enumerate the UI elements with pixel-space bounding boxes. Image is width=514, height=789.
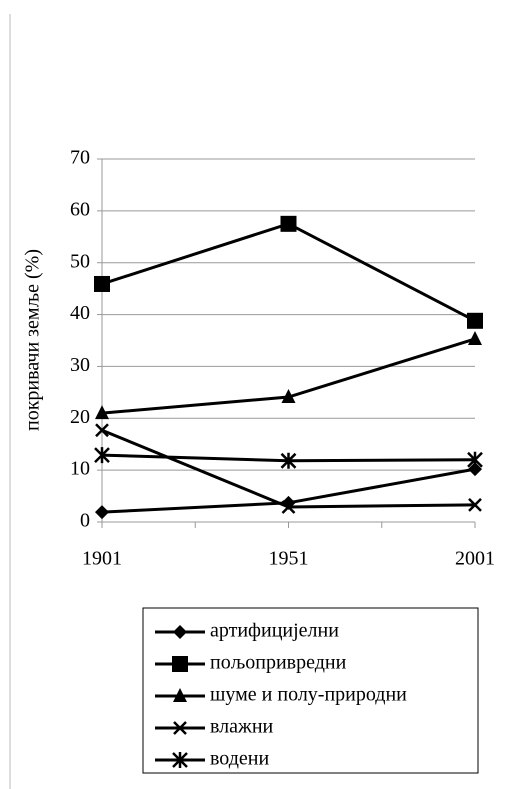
legend-label: артифицијелни — [210, 620, 339, 642]
legend-label: пољопривредни — [210, 652, 347, 674]
marker — [281, 389, 296, 404]
marker — [95, 423, 109, 438]
y-tick-label: 40 — [70, 302, 90, 324]
series-line — [101, 222, 476, 323]
marker — [467, 312, 483, 329]
marker — [468, 462, 482, 477]
y-tick-label: 0 — [80, 510, 90, 532]
y-tick-label: 70 — [70, 147, 90, 169]
y-tick-label: 20 — [70, 406, 90, 428]
y-axis-label: покривачи земље (%) — [22, 249, 44, 431]
marker — [468, 330, 482, 345]
legend-label: водени — [210, 748, 269, 770]
marker — [95, 505, 109, 520]
marker — [280, 215, 297, 232]
marker — [173, 625, 187, 639]
legend — [142, 607, 479, 774]
marker — [173, 688, 187, 702]
x-tick-label: 1901 — [82, 548, 122, 570]
marker — [281, 500, 296, 514]
y-tick-label: 30 — [70, 354, 90, 376]
y-tick-label: 60 — [70, 198, 90, 220]
marker — [173, 721, 187, 735]
x-tick-label: 2001 — [455, 548, 495, 570]
marker — [95, 405, 109, 420]
legend-label: влажни — [210, 716, 274, 738]
marker — [94, 275, 110, 292]
y-tick-label: 50 — [70, 250, 90, 272]
marker — [468, 498, 482, 512]
marker — [280, 452, 297, 469]
marker — [172, 656, 188, 672]
marker — [467, 451, 483, 468]
x-tick-label: 1951 — [269, 548, 309, 570]
marker — [94, 447, 110, 464]
marker — [172, 752, 188, 768]
y-tick-label: 10 — [70, 458, 90, 480]
legend-label: шуме и полу-природни — [210, 684, 407, 706]
